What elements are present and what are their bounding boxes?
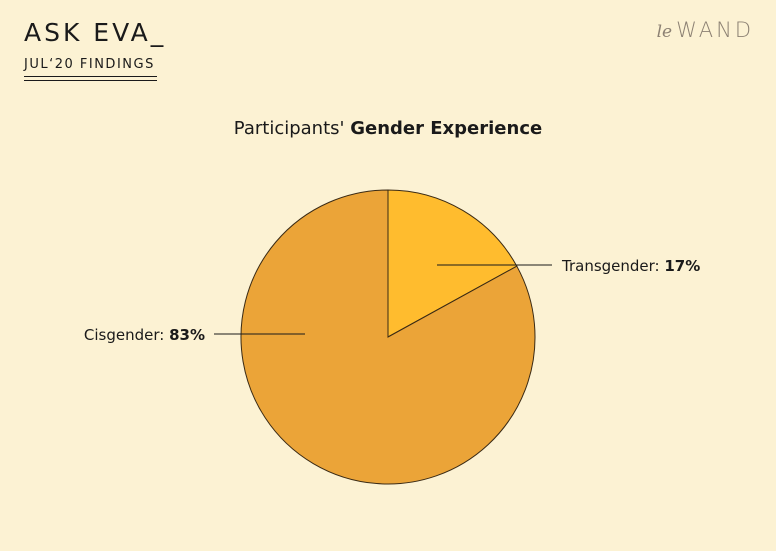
- slice-label-name: Transgender:: [561, 257, 664, 275]
- slice-label-name: Cisgender:: [84, 326, 169, 344]
- slice-label-value: 83%: [169, 326, 205, 344]
- slice-label-cisgender: Cisgender: 83%: [84, 326, 205, 344]
- pie-slices: [241, 190, 535, 484]
- slice-label-transgender: Transgender: 17%: [561, 257, 700, 275]
- slice-label-value: 17%: [664, 257, 700, 275]
